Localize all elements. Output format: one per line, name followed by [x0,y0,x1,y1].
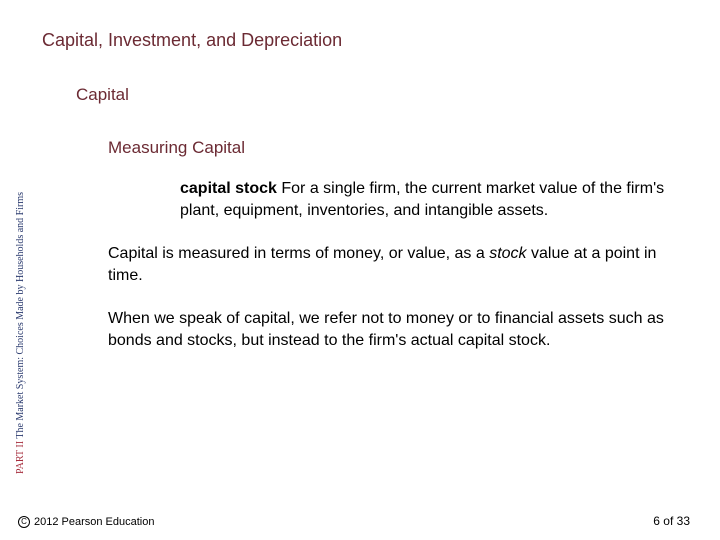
copyright-icon: C [18,516,30,528]
paragraph-1: Capital is measured in terms of money, o… [108,243,680,286]
page-number: 6 of 33 [653,514,690,528]
definition-block: capital stock For a single firm, the cur… [180,178,680,221]
paragraph-1-italic: stock [489,245,526,262]
copyright-text: 2012 Pearson Education [34,516,154,528]
copyright: C 2012 Pearson Education [18,516,154,528]
sidebar: PART II The Market System: Choices Made … [26,174,42,474]
chapter-title: Capital, Investment, and Depreciation [42,30,342,51]
section-title: Capital [76,85,129,105]
paragraph-2: When we speak of capital, we refer not t… [108,308,680,351]
paragraph-1-part-a: Capital is measured in terms of money, o… [108,245,489,262]
page-current: 6 [653,514,660,528]
sidebar-part-label: PART II [15,441,26,474]
definition-term: capital stock [180,180,277,197]
sidebar-text: PART II The Market System: Choices Made … [15,192,26,474]
sidebar-rest: The Market System: Choices Made by House… [15,192,26,441]
body-content: capital stock For a single firm, the cur… [108,178,680,374]
subsection-title: Measuring Capital [108,138,245,158]
page-total: 33 [677,514,690,528]
page-sep: of [660,514,677,528]
